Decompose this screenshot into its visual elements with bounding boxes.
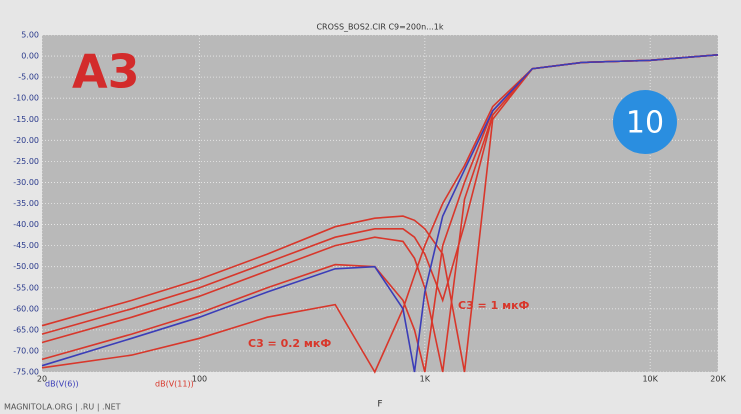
legend-label: dB(V(11)) bbox=[155, 380, 194, 389]
x-tick-label: 100 bbox=[192, 375, 207, 384]
y-tick-label: -70.00 bbox=[13, 346, 39, 355]
x-tick-label: 20K bbox=[710, 375, 726, 384]
x-tick-label: 10K bbox=[642, 375, 658, 384]
y-tick-label: -30.00 bbox=[13, 178, 39, 187]
chart-title: CROSS_BOS2.CIR C9=200n...1k bbox=[316, 23, 443, 32]
annotation: C3 = 1 мкФ bbox=[458, 299, 530, 312]
x-tick-label: 1K bbox=[420, 375, 431, 384]
badge-label: 10 bbox=[626, 106, 664, 141]
y-tick-label: -55.00 bbox=[13, 283, 39, 292]
y-tick-label: -20.00 bbox=[13, 136, 39, 145]
badge bbox=[613, 90, 677, 154]
x-axis-label: F bbox=[377, 400, 382, 410]
annotation: MAGNITOLA.ORG | .RU | .NET bbox=[4, 403, 121, 412]
legend-label: dB(V(6)) bbox=[45, 380, 79, 389]
y-tick-label: -60.00 bbox=[13, 304, 39, 313]
y-tick-label: -25.00 bbox=[13, 157, 39, 166]
series-line bbox=[41, 54, 719, 373]
y-tick-label: -10.00 bbox=[13, 94, 39, 103]
y-tick-label: -15.00 bbox=[13, 115, 39, 124]
y-tick-label: -40.00 bbox=[13, 220, 39, 229]
y-tick-label: -50.00 bbox=[13, 262, 39, 271]
plot-area bbox=[42, 35, 718, 372]
y-tick-label: -65.00 bbox=[13, 325, 39, 334]
y-tick-label: -45.00 bbox=[13, 241, 39, 250]
y-tick-label: -35.00 bbox=[13, 199, 39, 208]
annotation: C3 = 0.2 мкФ bbox=[248, 337, 331, 350]
y-tick-label: -75.00 bbox=[13, 368, 39, 377]
x-tick-label: 20 bbox=[37, 375, 47, 384]
annotation: A3 bbox=[72, 45, 140, 99]
y-tick-label: 5.00 bbox=[21, 31, 39, 40]
y-tick-label: 0.00 bbox=[21, 52, 39, 61]
y-tick-label: -5.00 bbox=[18, 73, 39, 82]
